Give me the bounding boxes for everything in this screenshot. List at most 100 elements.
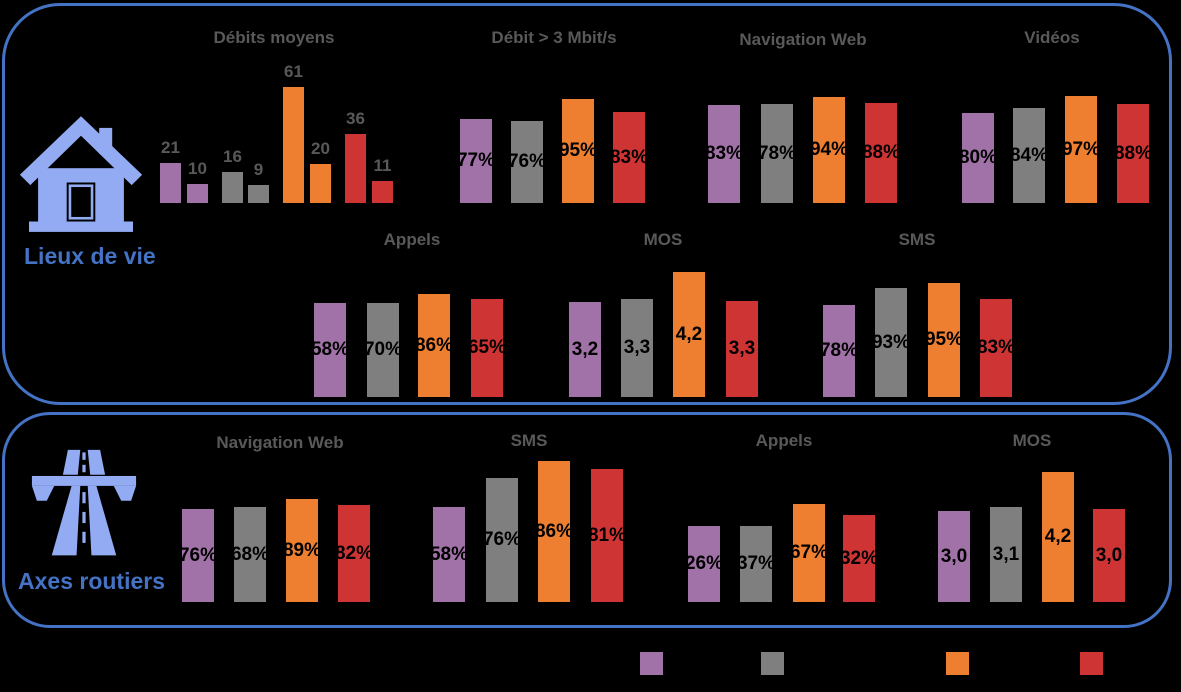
bar-label-sms-axes-2: 76% xyxy=(482,529,522,550)
bar-label-videos-lieux-4: 88% xyxy=(1113,142,1153,164)
bar-label-appels-axes-3: 67% xyxy=(789,542,829,563)
bar-debits-moyens-operator-4 xyxy=(345,134,366,203)
bar-appels-lieux-operator-3 xyxy=(418,294,450,397)
chart-title-sms-axes: SMS xyxy=(510,431,548,450)
bar-label-sms-axes-1: 58% xyxy=(429,543,469,565)
bar-sms-lieux-operator-2 xyxy=(875,288,907,397)
bar-mos-lieux-operator-3 xyxy=(673,272,705,397)
legend-swatch-operator-4 xyxy=(1080,652,1103,675)
bar-sms-lieux-operator-3 xyxy=(928,283,960,397)
bar-label-navigation-web-axes-2: 68% xyxy=(230,543,270,565)
bar-label-debits-moyens-8: 11 xyxy=(373,156,392,175)
bar-navigation-web-axes-operator-4 xyxy=(338,505,370,602)
chart-title-mos-lieux: MOS xyxy=(643,230,683,249)
bar-mos-lieux-operator-4 xyxy=(726,301,758,397)
highway-icon xyxy=(31,449,137,556)
bar-label-debits-moyens-1: 21 xyxy=(161,138,180,157)
bar-label-sms-lieux-3: 95% xyxy=(924,329,964,350)
bar-appels-axes-operator-4 xyxy=(843,515,875,602)
chart-title-navigation-web-axes: Navigation Web xyxy=(216,433,344,452)
bar-debits-moyens-operator-1 xyxy=(160,163,181,203)
chart-title-mos-axes: MOS xyxy=(1012,431,1052,450)
bar-label-navigation-web-lieux-2: 78% xyxy=(757,142,797,164)
bar-label-mos-axes-1: 3,0 xyxy=(940,545,968,567)
bar-navigation-web-axes-operator-2 xyxy=(234,507,266,602)
bar-label-debits-moyens-6: 20 xyxy=(311,139,330,158)
chart-title-debits-moyens: Débits moyens xyxy=(213,28,335,47)
bar-label-navigation-web-lieux-1: 83% xyxy=(704,143,744,164)
chart-title-videos-lieux: Vidéos xyxy=(1024,28,1080,47)
bar-label-appels-lieux-4: 65% xyxy=(467,337,507,358)
bar-label-debit-3mbits-2: 76% xyxy=(507,151,547,172)
bar-label-mos-lieux-2: 3,3 xyxy=(623,337,651,358)
bar-label-mos-axes-3: 4,2 xyxy=(1044,526,1072,547)
bar-debit-3mbits-operator-2 xyxy=(511,121,543,203)
legend-swatch-operator-2 xyxy=(761,652,784,675)
bar-sms-axes-operator-3 xyxy=(538,461,570,602)
section-label-lieux-de-vie: Lieux de vie xyxy=(24,243,156,269)
bar-mos-lieux-operator-1 xyxy=(569,302,601,397)
lieux-de-vie-panel xyxy=(2,3,1172,405)
bar-debits-moyens-operator-2 xyxy=(248,185,269,203)
bar-label-debit-3mbits-1: 77% xyxy=(456,150,496,171)
bar-label-debits-moyens-7: 36 xyxy=(346,109,365,128)
bar-label-appels-axes-4: 32% xyxy=(839,547,879,569)
bar-label-videos-lieux-3: 97% xyxy=(1061,138,1101,160)
bar-label-sms-axes-3: 86% xyxy=(534,520,574,542)
bar-label-mos-axes-4: 3,0 xyxy=(1095,544,1123,566)
bar-debit-3mbits-operator-4 xyxy=(613,112,645,203)
bar-label-videos-lieux-1: 80% xyxy=(958,147,998,168)
bar-appels-lieux-operator-1 xyxy=(314,303,346,397)
chart-title-appels-axes: Appels xyxy=(755,431,813,450)
bar-label-debit-3mbits-4: 83% xyxy=(609,146,649,168)
bar-label-debits-moyens-4: 9 xyxy=(253,160,264,179)
bar-navigation-web-lieux-operator-4 xyxy=(865,103,897,203)
bar-label-appels-lieux-3: 86% xyxy=(414,334,454,356)
bar-mos-axes-operator-4 xyxy=(1093,509,1125,602)
bar-debits-moyens-operator-3 xyxy=(283,87,304,203)
bar-label-navigation-web-lieux-3: 94% xyxy=(809,139,849,160)
bar-appels-lieux-operator-2 xyxy=(367,303,399,397)
bar-navigation-web-lieux-operator-2 xyxy=(761,104,793,203)
bar-sms-lieux-operator-4 xyxy=(980,299,1012,397)
bar-videos-lieux-operator-2 xyxy=(1013,108,1045,203)
bar-label-sms-axes-4: 81% xyxy=(587,524,627,546)
bar-label-appels-axes-2: 37% xyxy=(736,553,776,574)
bar-label-navigation-web-lieux-4: 88% xyxy=(861,142,901,163)
bar-label-navigation-web-axes-3: 89% xyxy=(282,539,322,561)
bar-label-debits-moyens-3: 16 xyxy=(223,147,242,166)
bar-appels-axes-operator-3 xyxy=(793,504,825,602)
bar-label-appels-lieux-1: 58% xyxy=(310,339,350,360)
chart-title-navigation-web-lieux: Navigation Web xyxy=(739,30,867,49)
bar-navigation-web-axes-operator-3 xyxy=(286,499,318,602)
bar-label-mos-lieux-4: 3,3 xyxy=(728,338,756,359)
chart-title-appels-lieux: Appels xyxy=(383,230,441,249)
bar-debits-moyens-operator-1 xyxy=(187,184,208,203)
bar-label-debit-3mbits-3: 95% xyxy=(558,140,598,161)
bar-videos-lieux-operator-4 xyxy=(1117,104,1149,203)
axes-routiers-panel xyxy=(2,412,1172,628)
bar-label-debits-moyens-2: 10 xyxy=(188,159,207,178)
bar-label-sms-lieux-1: 78% xyxy=(819,340,859,361)
house-icon xyxy=(19,116,143,232)
bar-debit-3mbits-operator-1 xyxy=(460,119,492,203)
bar-label-navigation-web-axes-1: 76% xyxy=(178,544,218,566)
bar-videos-lieux-operator-3 xyxy=(1065,96,1097,203)
bar-sms-axes-operator-1 xyxy=(433,507,465,602)
bar-mos-axes-operator-2 xyxy=(990,507,1022,602)
bar-appels-axes-operator-1 xyxy=(688,526,720,602)
bar-videos-lieux-operator-1 xyxy=(962,113,994,203)
bar-label-mos-axes-2: 3,1 xyxy=(992,543,1020,565)
bar-sms-lieux-operator-1 xyxy=(823,305,855,397)
bar-appels-axes-operator-2 xyxy=(740,526,772,602)
bar-debits-moyens-operator-4 xyxy=(372,181,393,203)
bar-label-appels-axes-1: 26% xyxy=(684,553,724,574)
bar-label-navigation-web-axes-4: 82% xyxy=(334,542,374,564)
chart-title-debit-3mbits: Débit > 3 Mbit/s xyxy=(491,28,617,47)
bar-appels-lieux-operator-4 xyxy=(471,299,503,397)
legend-swatch-operator-1 xyxy=(640,652,663,675)
bar-label-appels-lieux-2: 70% xyxy=(363,339,403,360)
bar-label-debits-moyens-5: 61 xyxy=(284,62,303,81)
bar-label-sms-lieux-4: 83% xyxy=(976,337,1016,358)
bar-debits-moyens-operator-3 xyxy=(310,164,331,203)
